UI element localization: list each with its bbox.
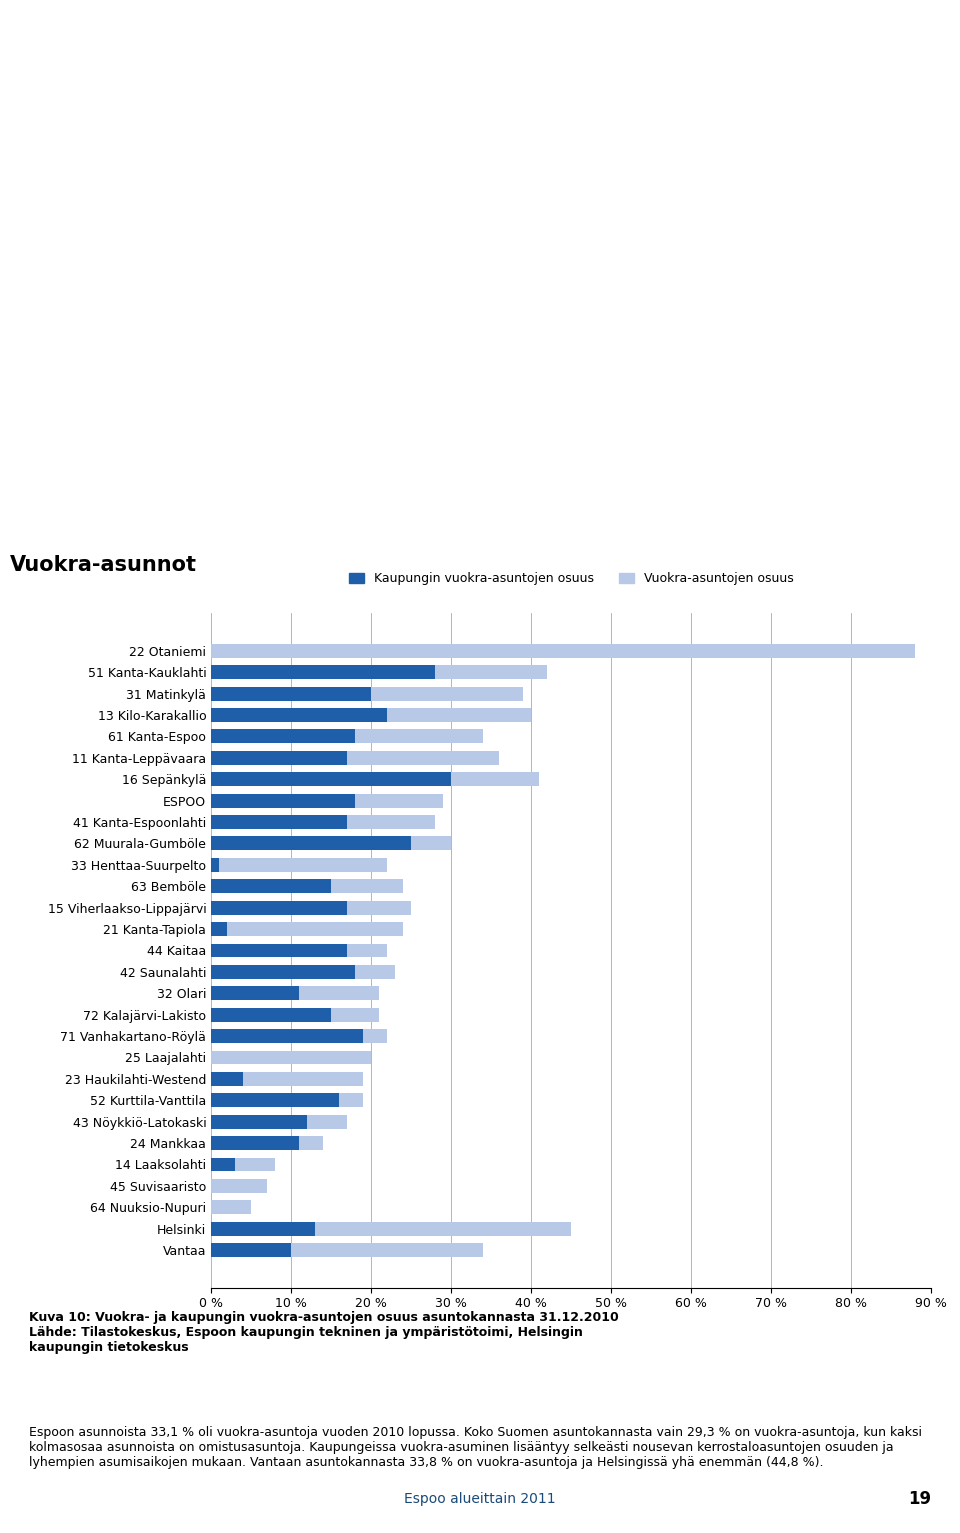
Bar	[211, 1136, 324, 1150]
Legend: Kaupungin vuokra-asuntojen osuus, Vuokra-asuntojen osuus: Kaupungin vuokra-asuntojen osuus, Vuokra…	[348, 572, 794, 586]
Bar	[211, 1157, 276, 1171]
Bar	[211, 1093, 339, 1107]
Bar	[211, 1200, 252, 1214]
Bar	[211, 1029, 387, 1042]
Bar	[211, 858, 387, 872]
Bar	[211, 1222, 571, 1236]
Text: 19: 19	[908, 1490, 931, 1507]
Bar	[211, 1114, 348, 1128]
Bar	[211, 943, 387, 958]
Bar	[211, 751, 499, 765]
Text: Espoo alueittain 2011: Espoo alueittain 2011	[404, 1492, 556, 1505]
Bar	[211, 901, 411, 915]
Bar	[211, 964, 355, 978]
Bar	[211, 837, 451, 851]
Bar	[211, 1114, 307, 1128]
Bar	[211, 1179, 267, 1193]
Bar	[211, 794, 444, 808]
Bar	[211, 773, 451, 786]
Bar	[211, 794, 355, 808]
Bar	[211, 986, 300, 1000]
Bar	[211, 1243, 291, 1257]
Bar	[211, 1072, 363, 1085]
Bar	[211, 1157, 235, 1171]
Bar	[211, 708, 531, 722]
Text: Vuokra-asunnot: Vuokra-asunnot	[10, 555, 197, 575]
Bar	[211, 923, 403, 937]
Bar	[211, 986, 379, 1000]
Bar	[211, 730, 355, 744]
Bar	[211, 1222, 315, 1236]
Bar	[211, 1136, 300, 1150]
Bar	[211, 837, 411, 851]
Bar	[211, 858, 219, 872]
Bar	[211, 880, 331, 894]
Text: Kuva 10: Vuokra- ja kaupungin vuokra-asuntojen osuus asuntokannasta 31.12.2010
L: Kuva 10: Vuokra- ja kaupungin vuokra-asu…	[29, 1311, 618, 1354]
Bar	[211, 1029, 363, 1042]
Bar	[211, 687, 372, 701]
Bar	[211, 708, 387, 722]
Bar	[211, 816, 435, 829]
Bar	[211, 816, 348, 829]
Bar	[211, 880, 403, 894]
Bar	[211, 1093, 363, 1107]
Text: Espoon asunnoista 33,1 % oli vuokra-asuntoja vuoden 2010 lopussa. Koko Suomen as: Espoon asunnoista 33,1 % oli vuokra-asun…	[29, 1426, 922, 1469]
Bar	[211, 1007, 379, 1021]
Bar	[211, 1243, 483, 1257]
Bar	[211, 687, 523, 701]
Bar	[211, 751, 348, 765]
Bar	[211, 773, 540, 786]
Bar	[211, 665, 435, 679]
Bar	[211, 964, 396, 978]
Bar	[211, 943, 348, 958]
Bar	[211, 1050, 372, 1064]
Bar	[211, 665, 547, 679]
Bar	[211, 1072, 243, 1085]
Bar	[211, 730, 483, 744]
Bar	[211, 644, 915, 658]
Bar	[211, 923, 228, 937]
Bar	[211, 901, 348, 915]
Bar	[211, 1007, 331, 1021]
